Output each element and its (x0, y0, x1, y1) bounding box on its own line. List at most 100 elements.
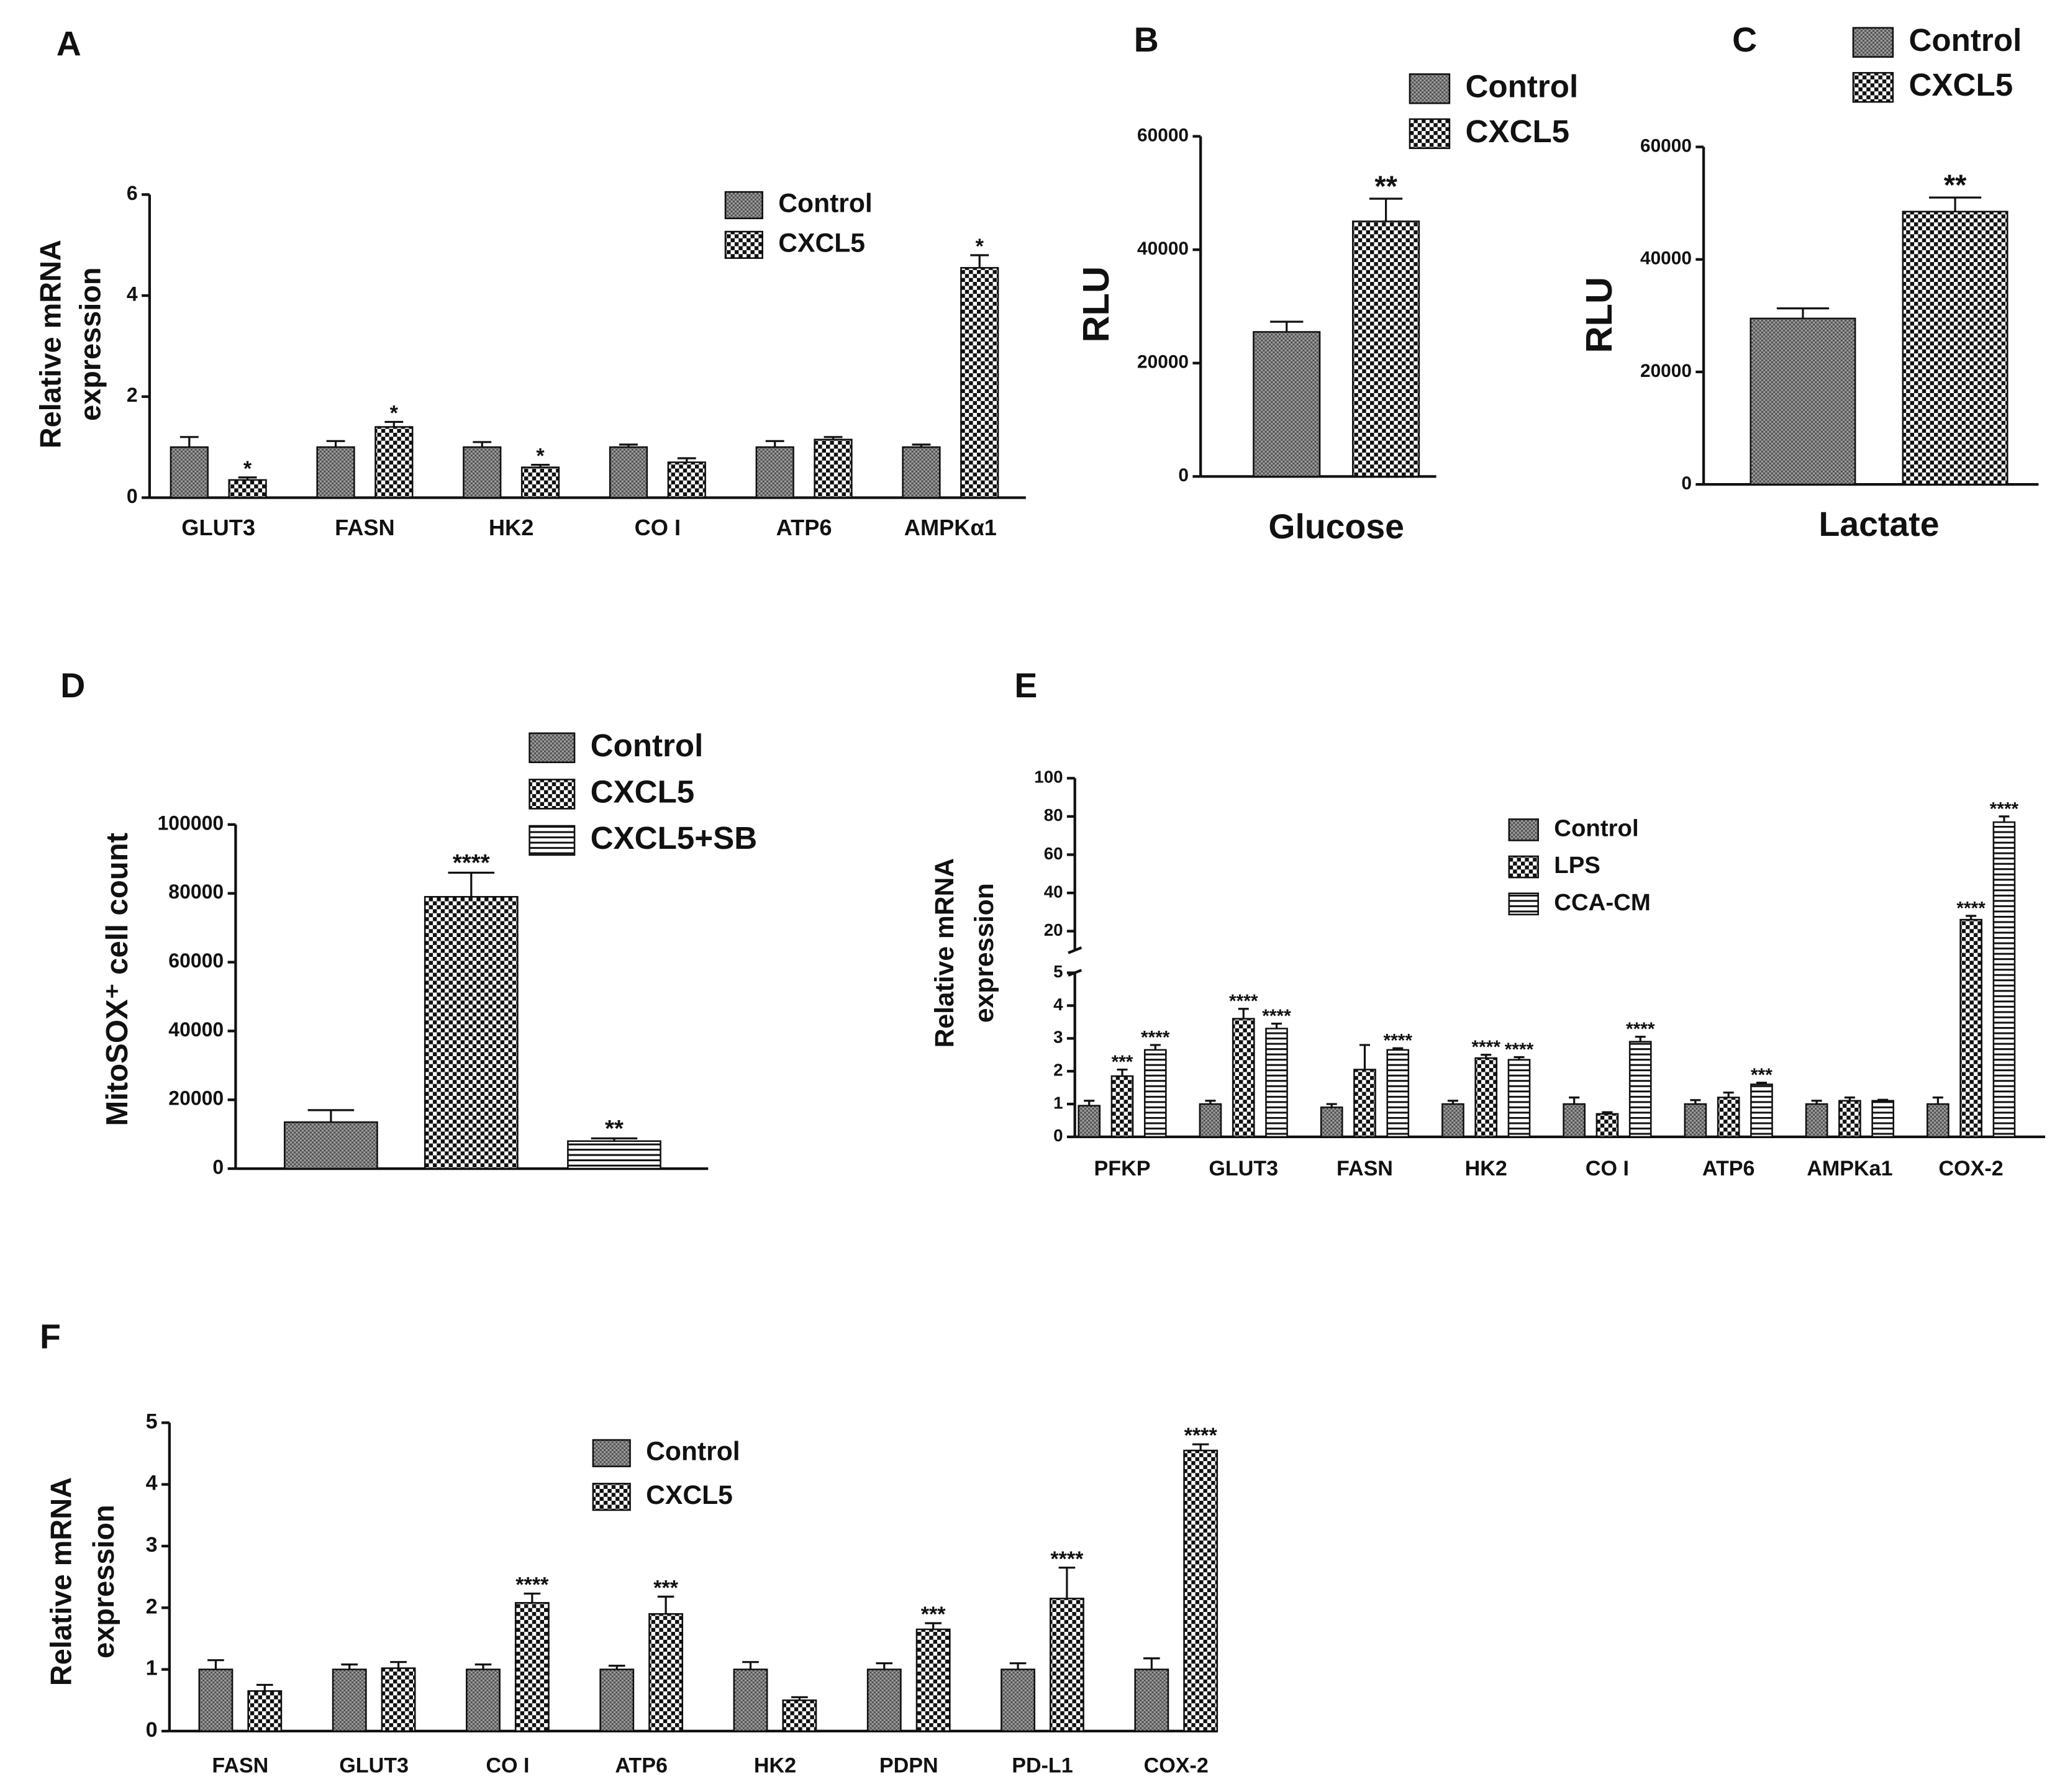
legend-label: CXCL5 (591, 774, 695, 809)
significance-label: **** (453, 849, 490, 876)
significance-label: **** (515, 1573, 549, 1597)
bar (1183, 1449, 1219, 1732)
y-tick-label: 0 (212, 1156, 224, 1179)
y-tick-label: 60 (1044, 844, 1063, 863)
y-tick-label: 4 (1053, 995, 1063, 1014)
bar (648, 1613, 684, 1732)
bar (1595, 1113, 1619, 1138)
y-axis-label: Relative mRNA (35, 240, 67, 448)
legend-swatch (724, 191, 763, 219)
panel-label: B (1134, 20, 1159, 59)
bar (1134, 1668, 1169, 1732)
y-tick-label: 20000 (168, 1087, 224, 1110)
bar (567, 1140, 661, 1170)
axis-break (1068, 946, 1082, 954)
x-tick-label: HK2 (754, 1754, 796, 1777)
bar (316, 446, 355, 499)
significance-label: **** (1184, 1424, 1218, 1447)
legend-label: Control (646, 1437, 740, 1467)
x-tick-label: ATP6 (776, 515, 832, 540)
y-axis-label: RLU (1578, 277, 1620, 353)
bar (1563, 1103, 1586, 1138)
significance-label: **** (1990, 799, 2019, 819)
legend-label: CXCL5+SB (591, 820, 758, 856)
legend-swatch (1508, 892, 1539, 916)
bar (1750, 1084, 1773, 1138)
significance-label: **** (1262, 1006, 1291, 1026)
y-tick-label: 40000 (168, 1018, 224, 1041)
y-tick-label: 40000 (1137, 238, 1189, 259)
x-tick-label: PDPN (879, 1754, 938, 1777)
bar (755, 446, 794, 499)
bar (520, 466, 560, 499)
legend-label: CXCL5 (778, 229, 865, 258)
legend-swatch (1409, 118, 1451, 150)
y-tick-label: 80 (1044, 805, 1063, 825)
x-tick-label: FASN (335, 515, 395, 540)
bar (1871, 1100, 1895, 1138)
bar (1352, 220, 1420, 477)
legend-label: Control (591, 728, 704, 763)
bar (1992, 821, 2016, 1138)
bar (1684, 1103, 1707, 1138)
y-axis-label: Relative mRNA (45, 1477, 78, 1686)
x-tick-label: COX-2 (1939, 1157, 2004, 1180)
y-tick-label: 80000 (168, 880, 224, 903)
x-tick-label: Lactate (1819, 505, 1940, 543)
y-tick-label: 4 (146, 1472, 158, 1495)
significance-label: *** (1112, 1052, 1133, 1072)
significance-label: *** (653, 1576, 679, 1600)
x-tick-label: HK2 (489, 515, 533, 540)
legend-swatch (1508, 818, 1539, 841)
x-tick-label: FASN (212, 1754, 268, 1777)
significance-label: **** (1956, 898, 1986, 918)
bar (599, 1668, 635, 1732)
y-tick-label: 20000 (1640, 361, 1692, 381)
y-axis-label: expression (969, 883, 999, 1023)
significance-label: **** (1472, 1037, 1501, 1057)
x-tick-label: ATP6 (615, 1754, 668, 1777)
legend-swatch (529, 732, 576, 764)
significance-label: ** (1944, 169, 1967, 201)
y-axis-label: expression (88, 1505, 120, 1659)
bar (1628, 1041, 1652, 1138)
bar (381, 1667, 416, 1732)
legend-label: Control (1908, 22, 2022, 58)
bar (198, 1668, 234, 1732)
significance-label: * (243, 457, 252, 481)
legend-label: CXCL5 (1908, 67, 2013, 102)
bar (866, 1668, 902, 1732)
bar (514, 1602, 550, 1732)
bar (1474, 1057, 1498, 1138)
y-tick-label: 0 (127, 485, 138, 507)
legend-label: LPS (1554, 852, 1600, 879)
y-tick-label: 20000 (1137, 352, 1189, 373)
x-tick-label: COX-2 (1144, 1754, 1209, 1777)
significance-label: **** (1229, 991, 1258, 1011)
significance-label: *** (921, 1603, 946, 1626)
x-tick-label: CO I (486, 1754, 529, 1777)
legend-label: Control (1554, 815, 1638, 842)
y-tick-label: 20 (1044, 920, 1063, 939)
bar (915, 1628, 951, 1732)
bar (1078, 1105, 1101, 1138)
significance-label: * (976, 235, 984, 258)
significance-label: ** (1374, 170, 1397, 202)
bar (667, 461, 706, 499)
legend-label: CCA-CM (1554, 889, 1651, 916)
panel-label: D (60, 666, 85, 705)
bar (1902, 210, 2008, 486)
panel-label: F (40, 1318, 61, 1356)
y-tick-label: 5 (146, 1410, 158, 1433)
significance-label: **** (1050, 1547, 1084, 1571)
bar (1265, 1028, 1288, 1138)
x-tick-label: CO I (635, 515, 681, 540)
x-tick-label: GLUT3 (339, 1754, 409, 1777)
legend-swatch (1508, 855, 1539, 879)
legend-swatch (529, 779, 576, 810)
legend-label: CXCL5 (1465, 114, 1569, 149)
bar (1320, 1106, 1343, 1138)
bar (1353, 1069, 1376, 1138)
panel-label: C (1732, 20, 1757, 59)
